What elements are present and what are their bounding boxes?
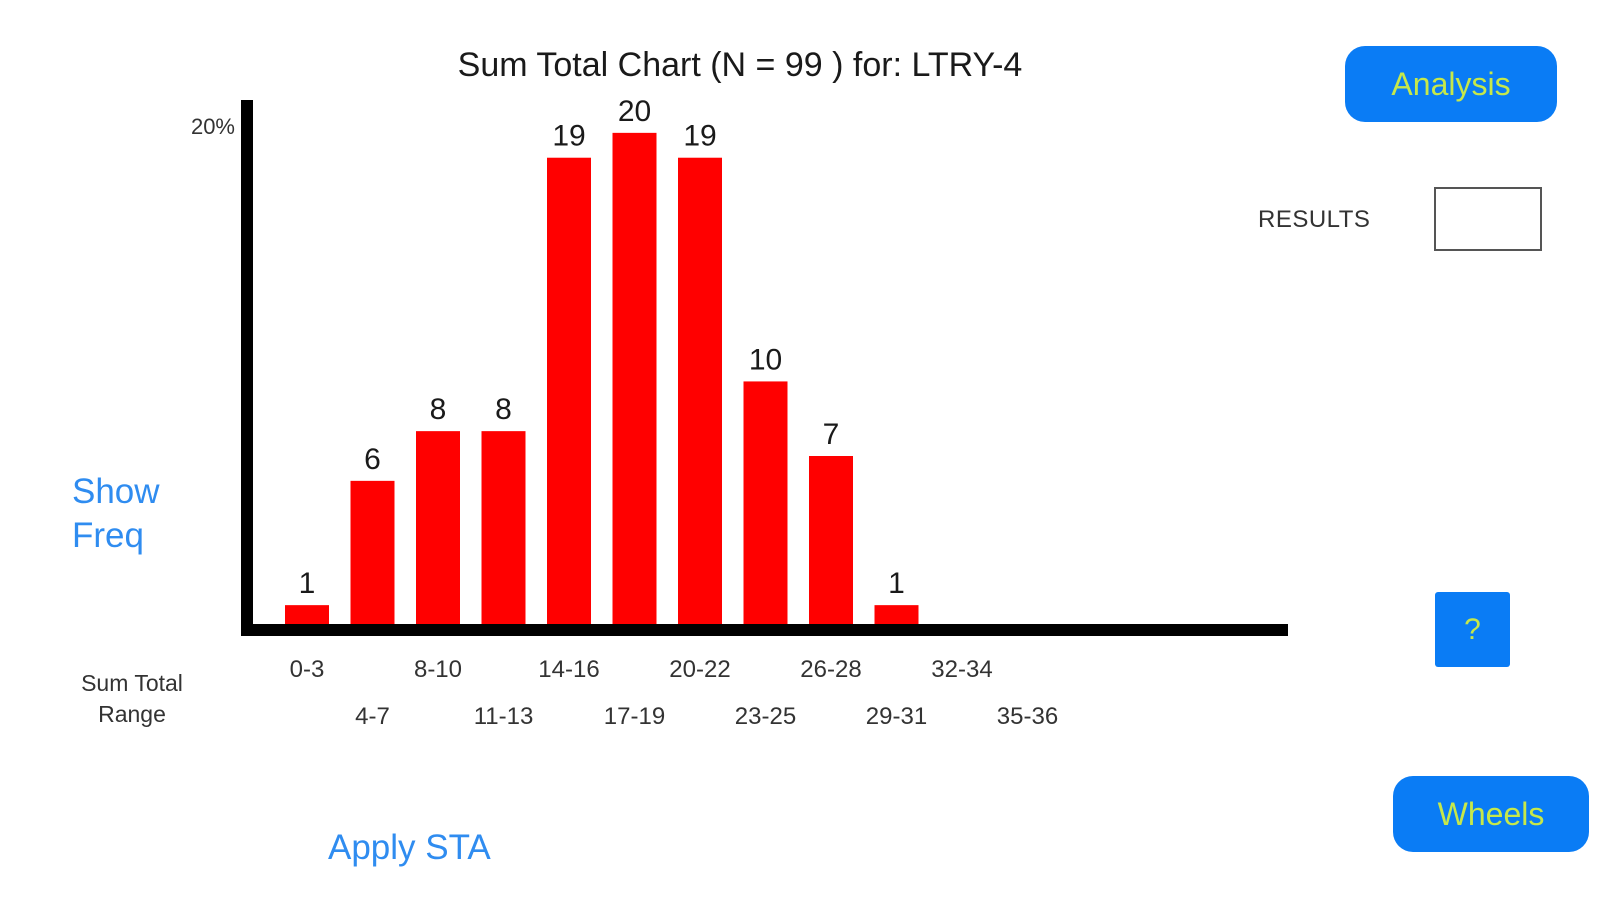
chart-title: Sum Total Chart (N = 99 ) for: LTRY-4: [457, 46, 1023, 84]
x-tick-label: 20-22: [669, 656, 730, 683]
bar: [874, 605, 919, 624]
data-label: 10: [749, 343, 782, 376]
data-label: 19: [552, 120, 585, 153]
show-freq-link[interactable]: Show Freq: [72, 472, 160, 555]
y-max-tick-label: 20%: [191, 114, 235, 139]
bar: [809, 456, 853, 624]
x-tick-label: 35-36: [997, 703, 1058, 730]
x-tick-label: 32-34: [931, 656, 992, 683]
data-label: 8: [495, 393, 512, 426]
x-tick-label: 23-25: [735, 703, 796, 730]
bar: [416, 431, 460, 624]
analysis-button[interactable]: Analysis: [1345, 46, 1557, 122]
data-label: 8: [430, 393, 447, 426]
bar: [547, 157, 591, 624]
x-tick-label: 8-10: [414, 656, 462, 683]
data-label: 6: [364, 443, 381, 476]
x-tick-label: 14-16: [538, 656, 599, 683]
data-label: 1: [299, 567, 316, 600]
data-label: 20: [618, 95, 651, 128]
bar: [743, 381, 788, 624]
bar: [678, 157, 722, 624]
wheels-button[interactable]: Wheels: [1393, 776, 1589, 852]
data-label: 1: [888, 567, 905, 600]
results-label: RESULTS: [1258, 206, 1371, 233]
data-label: 7: [823, 418, 840, 451]
x-tick-label: 11-13: [474, 703, 534, 730]
data-label: 19: [683, 120, 716, 153]
bar: [481, 431, 526, 624]
bar: [612, 132, 657, 624]
x-axis-label: Sum Total Range: [81, 670, 183, 727]
x-tick-label: 0-3: [290, 656, 325, 683]
bar: [285, 605, 329, 624]
bar: [350, 480, 395, 624]
x-tick-label: 17-19: [604, 703, 665, 730]
x-tick-label: 26-28: [800, 656, 861, 683]
results-field[interactable]: [1434, 187, 1542, 251]
help-button[interactable]: ?: [1435, 592, 1510, 667]
apply-sta-link[interactable]: Apply STA: [328, 828, 491, 867]
x-tick-label: 4-7: [355, 703, 390, 730]
x-tick-label: 29-31: [866, 703, 927, 730]
